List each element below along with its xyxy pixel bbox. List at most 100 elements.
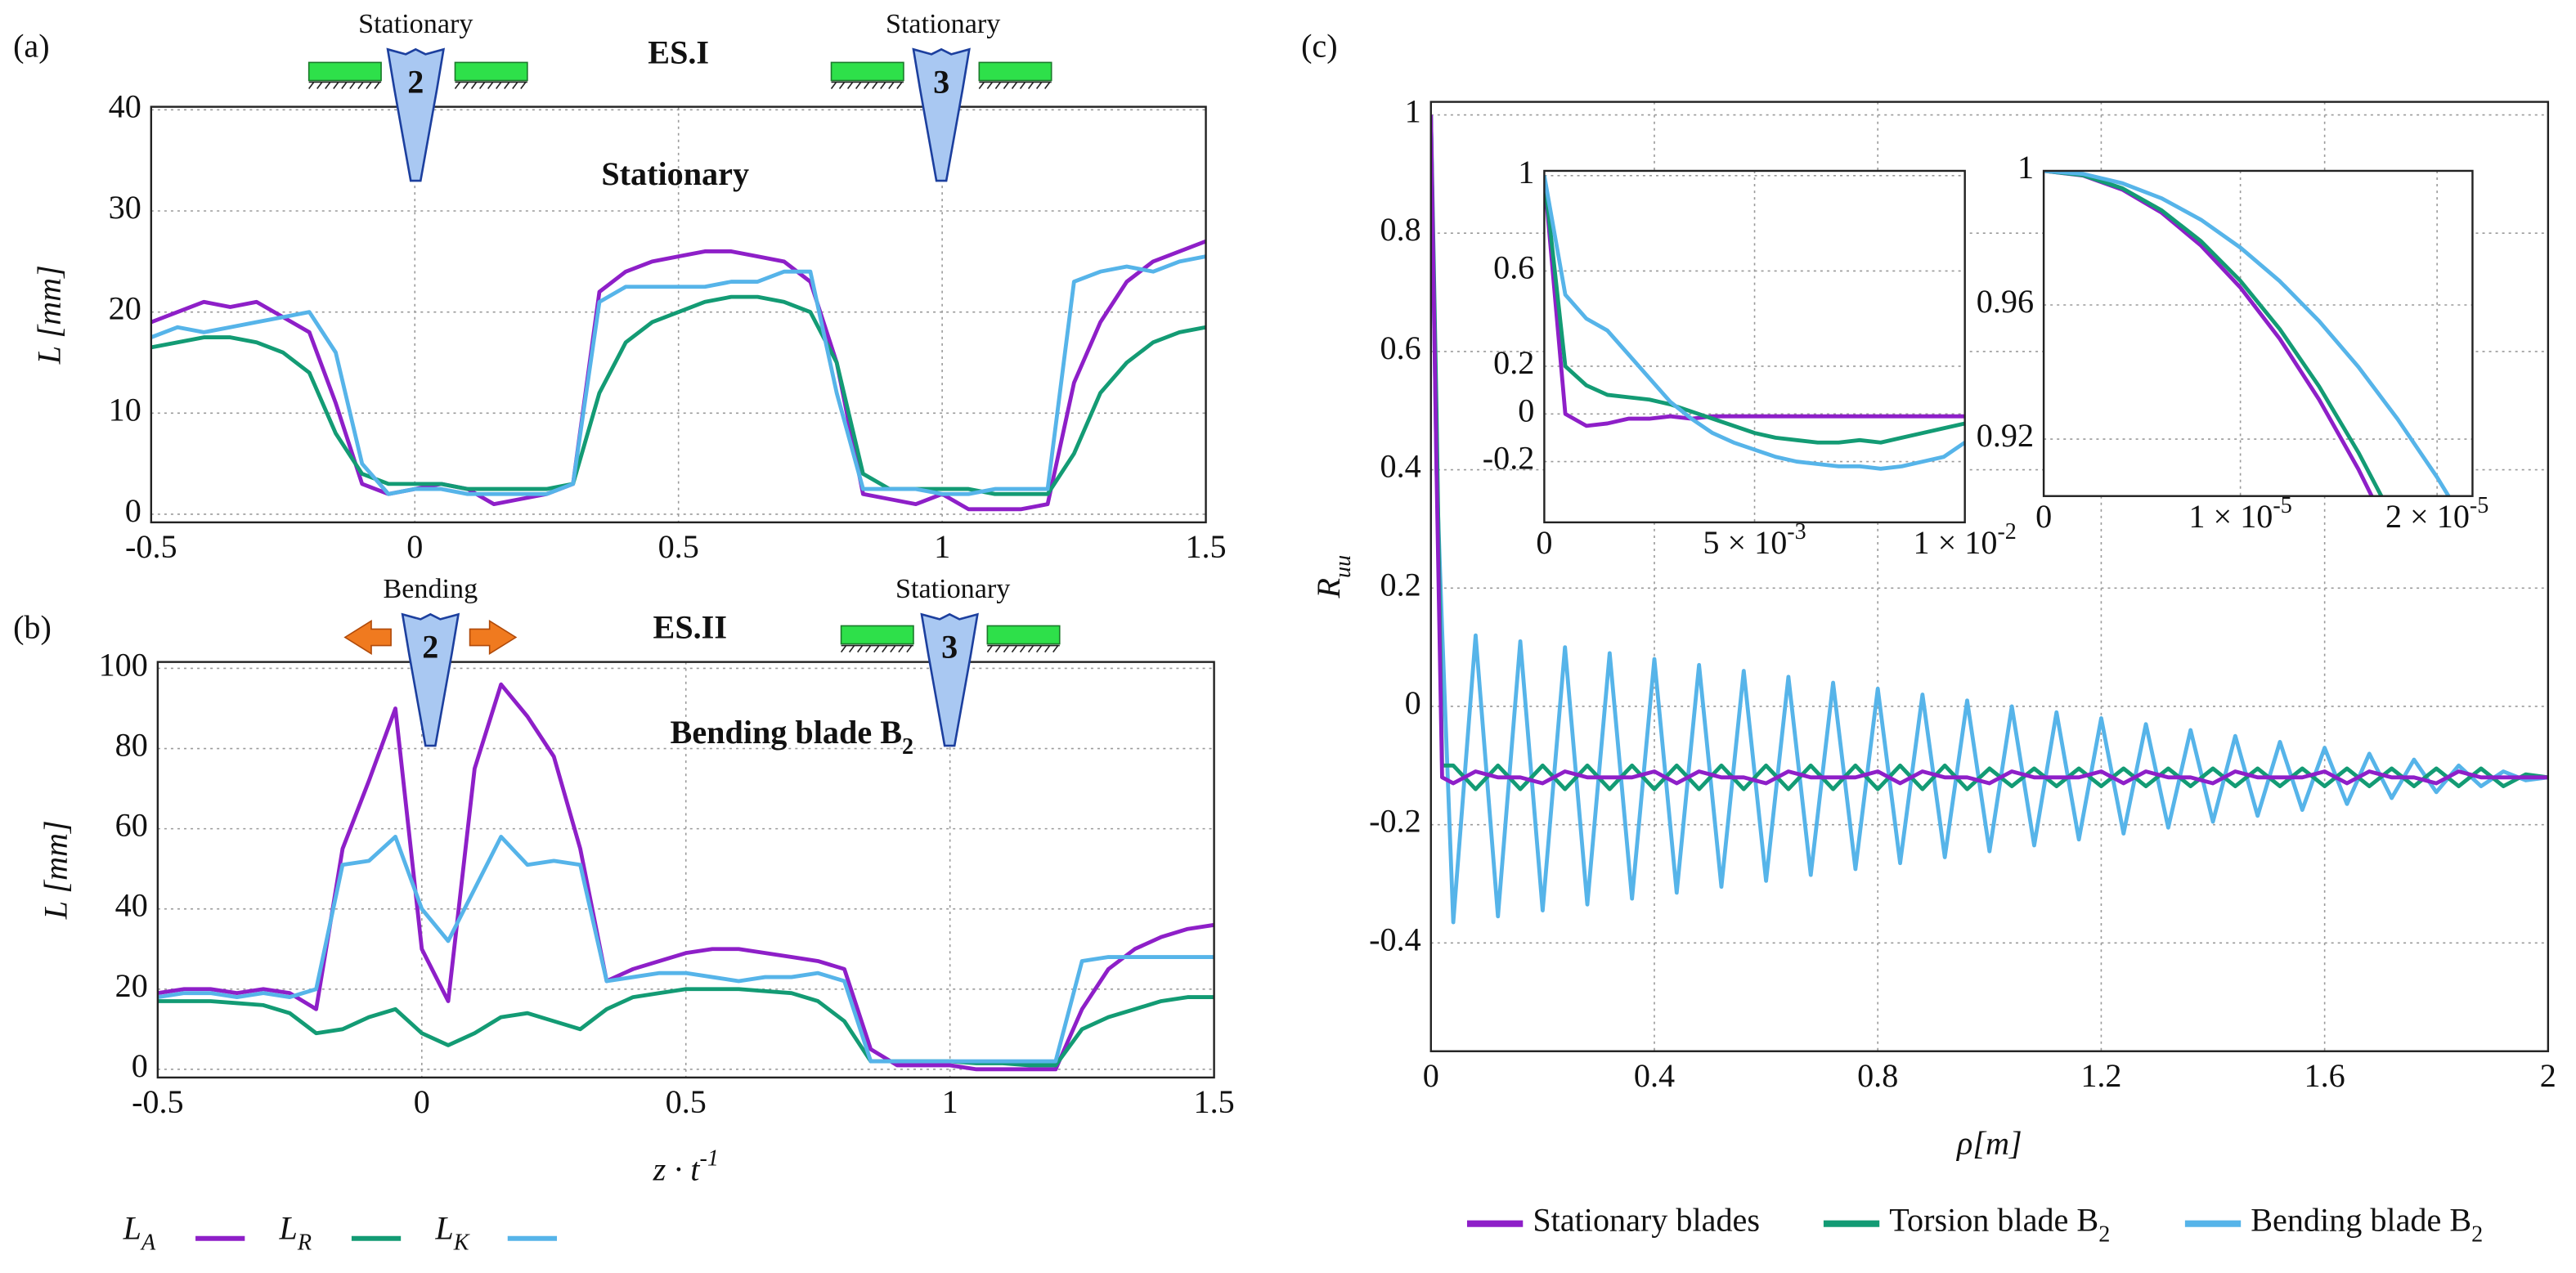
plot-background bbox=[157, 661, 1214, 1078]
y-tick-label: 0.2 bbox=[1380, 567, 1421, 603]
panel-label: (a) bbox=[13, 28, 50, 65]
series-line bbox=[150, 239, 1206, 512]
y-tick-label: 40 bbox=[115, 887, 148, 924]
x-tick-label: 1.6 bbox=[2304, 1057, 2345, 1094]
blade-state: Stationary bbox=[358, 9, 473, 39]
fixed-wall bbox=[986, 625, 1061, 653]
y-tick-label: 0 bbox=[1518, 392, 1534, 428]
y-tick-label: 1 bbox=[2017, 149, 2034, 186]
y-tick-label: -0.4 bbox=[1369, 921, 1421, 958]
legend-label: Stationary blades bbox=[1533, 1202, 1760, 1239]
blade-label: 2 bbox=[407, 64, 424, 101]
x-tick-label: 0 bbox=[414, 1083, 430, 1120]
y-axis-label: L [mm] bbox=[31, 265, 68, 365]
series-line bbox=[1544, 175, 1965, 445]
case-label: ES.II bbox=[653, 609, 727, 646]
y-tick-label: 0.96 bbox=[1977, 283, 2034, 320]
plot-background bbox=[1544, 170, 1965, 522]
series-line bbox=[1430, 114, 2548, 925]
series-line bbox=[1544, 175, 1965, 428]
y-tick-label: 0.4 bbox=[1380, 448, 1421, 485]
x-tick-label: 0 bbox=[1536, 524, 1552, 561]
panel-label: (b) bbox=[13, 609, 52, 646]
blade-label: 3 bbox=[941, 629, 958, 666]
y-tick-label: 0.92 bbox=[1977, 417, 2034, 454]
x-tick-label: 1 bbox=[942, 1083, 958, 1120]
y-tick-label: 10 bbox=[109, 392, 141, 428]
plot-frame bbox=[150, 105, 1207, 524]
plot-frame bbox=[1543, 169, 1966, 524]
y-tick-label: 1 bbox=[1518, 154, 1534, 191]
series-line bbox=[157, 987, 1214, 1068]
y-tick-label: 0 bbox=[125, 492, 141, 529]
x-tick-label: 0 bbox=[1423, 1057, 1439, 1094]
y-tick-label: 80 bbox=[115, 727, 148, 764]
panel-a-annotations: (a) 2 Stationary ES.I 3 Stationary Stati… bbox=[13, 9, 1052, 192]
y-tick-label: 20 bbox=[115, 967, 148, 1004]
series-line bbox=[1544, 175, 1965, 471]
x-tick-label: 1.5 bbox=[1193, 1083, 1234, 1120]
series-line bbox=[150, 294, 1206, 496]
x-tick-label: 1.5 bbox=[1185, 528, 1226, 565]
blade-state: Stationary bbox=[895, 574, 1010, 604]
y-axis-label: L [mm] bbox=[38, 820, 74, 920]
fixed-wall bbox=[840, 625, 914, 653]
fixed-wall bbox=[830, 61, 904, 90]
blade-label: 3 bbox=[933, 64, 949, 101]
y-tick-label: -0.2 bbox=[1483, 440, 1535, 477]
fixed-wall bbox=[978, 61, 1052, 90]
fixed-wall bbox=[307, 61, 382, 90]
legend-label: Bending blade B2 bbox=[2251, 1202, 2483, 1248]
state-label: Bending blade B2 bbox=[671, 714, 914, 760]
bend-arrow bbox=[469, 619, 518, 656]
y-tick-label: 40 bbox=[109, 88, 141, 125]
x-tick-label: 0.8 bbox=[1857, 1057, 1898, 1094]
inset: 0 1 × 10-5 2 × 10-5 1 0.96 0.92 bbox=[1977, 149, 2489, 535]
blade-state: Stationary bbox=[886, 9, 1000, 39]
blade-state: Bending bbox=[383, 574, 478, 604]
plot-background bbox=[2044, 170, 2473, 496]
legend-label: LA bbox=[123, 1210, 156, 1256]
legend-label: Torsion blade B2 bbox=[1889, 1202, 2110, 1248]
case-label: ES.I bbox=[648, 34, 709, 71]
x-tick-label: 0.4 bbox=[1634, 1057, 1675, 1094]
x-tick-label: -0.5 bbox=[125, 528, 177, 565]
y-tick-label: 20 bbox=[109, 290, 141, 327]
y-tick-label: -0.2 bbox=[1369, 803, 1421, 840]
legend-label: LR bbox=[279, 1210, 312, 1256]
inset: 0 5 × 10-3 1 × 10-2 1 0.6 0.2 0 -0.2 bbox=[1483, 154, 2017, 561]
x-tick-label: -0.5 bbox=[132, 1083, 184, 1120]
legend-label: LK bbox=[434, 1210, 469, 1256]
y-tick-label: 30 bbox=[109, 189, 141, 226]
x-tick-label: 1 × 10-2 bbox=[1913, 519, 2016, 561]
blade-label: 2 bbox=[422, 629, 438, 666]
x-tick-label: 1 × 10-5 bbox=[2188, 493, 2291, 535]
series-line bbox=[2044, 170, 2384, 496]
y-tick-label: 100 bbox=[99, 647, 148, 684]
plot-frame bbox=[2042, 169, 2474, 497]
x-tick-label: 2 bbox=[2540, 1057, 2556, 1094]
y-tick-label: 0 bbox=[1405, 684, 1421, 721]
y-tick-label: 0 bbox=[132, 1047, 148, 1084]
panel-b-annotations: (b) 2 Bending ES.II 3 Stationary Bending… bbox=[13, 574, 1061, 760]
x-axis-label: z · t-1 bbox=[653, 1145, 719, 1187]
x-tick-label: 5 × 10-3 bbox=[1703, 519, 1806, 561]
x-axis-label: ρ[m] bbox=[1955, 1124, 2022, 1161]
series-line bbox=[157, 835, 1214, 1064]
x-tick-label: 0.5 bbox=[666, 1083, 707, 1120]
state-label: Stationary bbox=[601, 155, 749, 192]
panel-label: (c) bbox=[1301, 28, 1338, 65]
x-tick-label: 2 × 10-5 bbox=[2385, 493, 2488, 535]
plot-frame bbox=[156, 661, 1215, 1079]
y-tick-label: 0.6 bbox=[1493, 249, 1534, 286]
y-tick-label: 0.8 bbox=[1380, 211, 1421, 248]
bend-arrow bbox=[343, 619, 392, 656]
x-tick-label: 1.2 bbox=[2080, 1057, 2121, 1094]
y-tick-label: 1 bbox=[1405, 93, 1421, 130]
plot-frame bbox=[1429, 101, 2550, 1052]
plot-background bbox=[150, 106, 1206, 522]
